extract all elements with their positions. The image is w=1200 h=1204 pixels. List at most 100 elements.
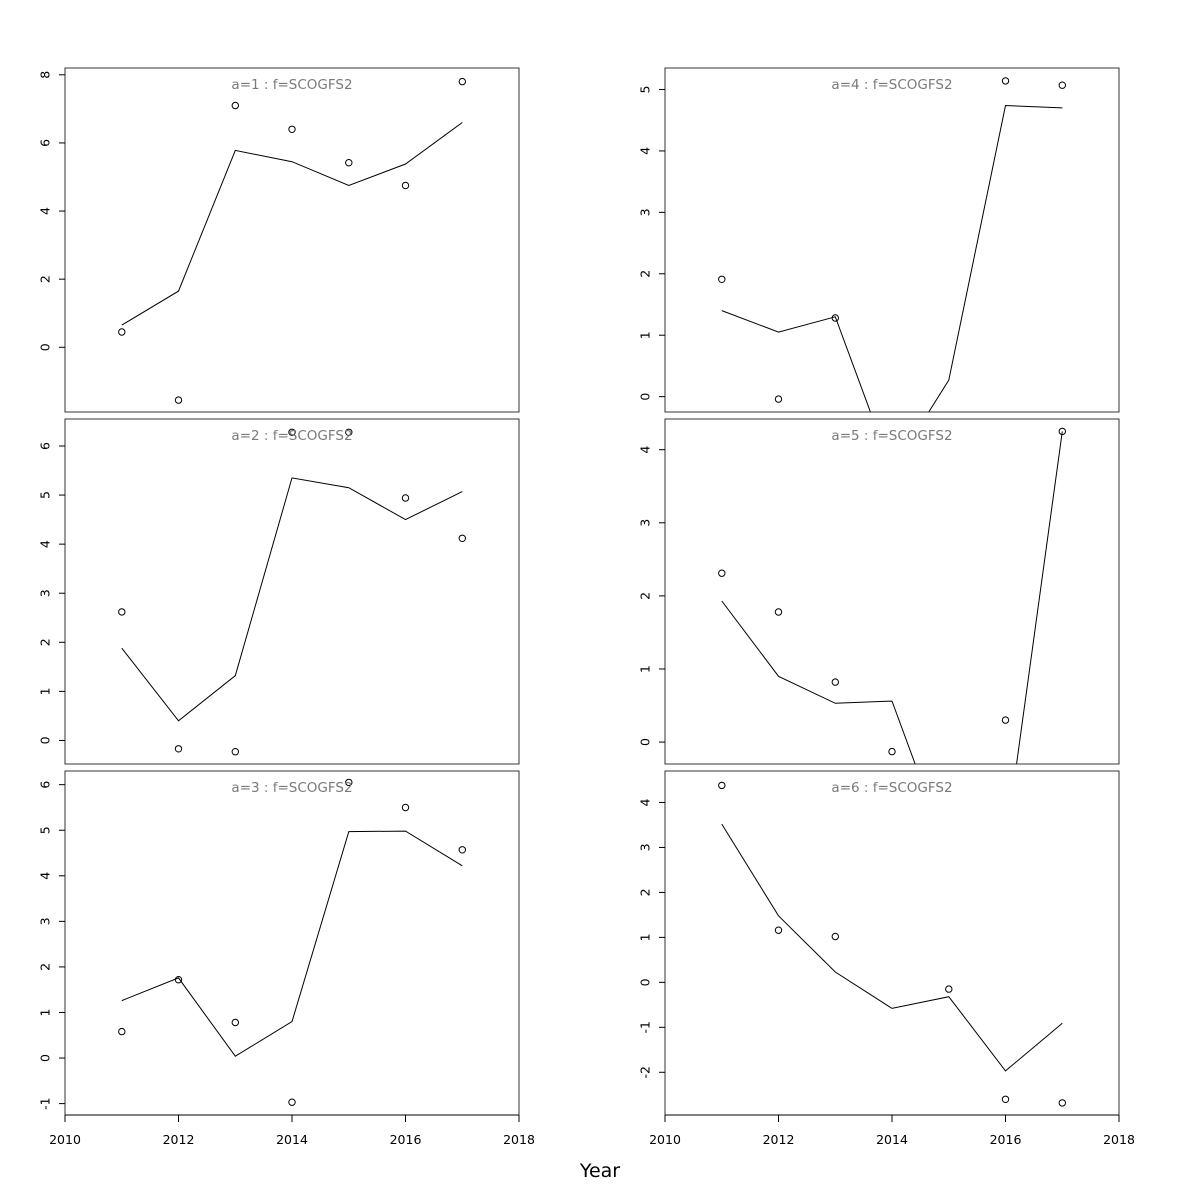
y-tick-label: 1 bbox=[638, 331, 653, 339]
x-tick-label: 2018 bbox=[1103, 1132, 1135, 1147]
x-tick-label: 2010 bbox=[49, 1132, 81, 1147]
y-tick-label: -1 bbox=[38, 1097, 53, 1109]
x-tick-label: 2014 bbox=[276, 1132, 308, 1147]
fitted-line bbox=[121, 122, 463, 326]
panel-a=5: a=5 : f=SCOGFS2 0 1 2 3 4 bbox=[638, 418, 1120, 765]
observed-point bbox=[1001, 716, 1010, 724]
y-tick-label: 2 bbox=[638, 592, 653, 600]
observed-point bbox=[401, 494, 410, 502]
fitted-line bbox=[721, 104, 1063, 412]
panel-frame bbox=[64, 770, 520, 1116]
y-tick-label: 5 bbox=[638, 86, 653, 94]
y-tick-label: 4 bbox=[38, 207, 53, 215]
y-tick-label: 2 bbox=[38, 638, 53, 646]
observed-point bbox=[458, 534, 466, 542]
observed-point bbox=[1058, 81, 1067, 89]
panel-frame bbox=[664, 418, 1120, 765]
panel-title: a=2 : f=SCOGFS2 bbox=[231, 428, 352, 444]
observed-point bbox=[718, 275, 726, 283]
panel-title: a=5 : f=SCOGFS2 bbox=[831, 428, 952, 444]
y-tick-label: 2 bbox=[38, 275, 53, 283]
y-tick-label: -1 bbox=[638, 1021, 653, 1033]
observed-point bbox=[774, 926, 783, 934]
y-tick-label: 3 bbox=[38, 589, 53, 597]
x-tick-label: 2014 bbox=[876, 1132, 908, 1147]
x-tick-label: 2018 bbox=[503, 1132, 535, 1147]
y-tick-label: 4 bbox=[38, 872, 53, 880]
y-tick-label: 0 bbox=[638, 978, 653, 986]
y-tick-label: 8 bbox=[38, 71, 53, 79]
y-tick-label: 4 bbox=[38, 540, 53, 548]
observed-point bbox=[1001, 77, 1010, 85]
y-tick-label: 3 bbox=[638, 208, 653, 216]
x-tick-label: 2010 bbox=[649, 1132, 681, 1147]
observed-point bbox=[288, 1098, 296, 1106]
fitted-line bbox=[721, 823, 1063, 1072]
observed-point bbox=[345, 428, 353, 436]
observed-point bbox=[888, 747, 896, 756]
y-tick-label: 5 bbox=[38, 491, 53, 499]
observed-point bbox=[174, 745, 183, 753]
observed-point bbox=[1058, 427, 1067, 436]
y-tick-label: 2 bbox=[638, 888, 653, 896]
observed-point bbox=[831, 678, 839, 686]
y-tick-label: 0 bbox=[38, 343, 53, 351]
x-axis-label: Year bbox=[579, 1160, 621, 1182]
y-tick-label: 2 bbox=[638, 270, 653, 278]
y-tick-label: 3 bbox=[638, 519, 653, 527]
y-tick-label: 3 bbox=[638, 843, 653, 851]
observed-point bbox=[174, 976, 183, 984]
observed-point bbox=[345, 159, 353, 167]
x-tick-label: 2012 bbox=[763, 1132, 795, 1147]
observed-point bbox=[774, 608, 783, 616]
panel-a=4: a=4 : f=SCOGFS2 0 1 2 3 4 5 bbox=[638, 67, 1120, 413]
panel-frame bbox=[664, 770, 1120, 1116]
y-tick-label: 0 bbox=[638, 393, 653, 401]
panel-title: a=1 : f=SCOGFS2 bbox=[231, 77, 352, 93]
observed-point bbox=[1001, 1095, 1010, 1104]
panel-a=2: a=2 : f=SCOGFS2 0 1 2 3 4 5 6 bbox=[38, 418, 520, 765]
x-tick-label: 2016 bbox=[990, 1132, 1022, 1147]
observed-point bbox=[345, 778, 353, 787]
y-tick-label: 6 bbox=[38, 139, 53, 147]
x-axis: 2010 2012 2014 2016 2018 bbox=[49, 1114, 535, 1147]
observed-point bbox=[774, 395, 783, 403]
panel-frame bbox=[64, 418, 520, 765]
observed-point bbox=[288, 125, 296, 134]
panel-a=6: a=6 : f=SCOGFS2 -2 -1 0 1 2 3 4 2010 2012 2014 2016… bbox=[638, 770, 1135, 1147]
panel-title: a=4 : f=SCOGFS2 bbox=[831, 77, 952, 93]
observed-point bbox=[401, 181, 410, 190]
panel-title: a=3 : f=SCOGFS2 bbox=[231, 780, 352, 796]
panel-frame bbox=[664, 67, 1120, 413]
x-tick-label: 2016 bbox=[390, 1132, 422, 1147]
y-tick-label: 4 bbox=[638, 147, 653, 155]
fitted-line bbox=[721, 431, 1063, 764]
observed-point bbox=[401, 803, 410, 812]
observed-point bbox=[718, 781, 726, 790]
observed-point bbox=[231, 1018, 240, 1027]
y-tick-label: 3 bbox=[38, 917, 53, 925]
y-tick-label: 1 bbox=[638, 665, 653, 673]
y-tick-label: 0 bbox=[38, 1054, 53, 1062]
y-tick-label: 6 bbox=[38, 781, 53, 789]
panel-a=1: a=1 : f=SCOGFS2 0 2 4 6 8 bbox=[38, 67, 520, 413]
y-tick-label: 0 bbox=[38, 736, 53, 744]
observed-point bbox=[945, 985, 953, 993]
observed-point bbox=[718, 569, 726, 577]
observed-point bbox=[458, 846, 466, 854]
observed-point bbox=[831, 314, 839, 322]
observed-point bbox=[174, 396, 183, 404]
y-tick-label: 2 bbox=[38, 963, 53, 971]
x-tick-label: 2012 bbox=[163, 1132, 195, 1147]
y-tick-label: 6 bbox=[38, 442, 53, 450]
y-tick-label: 1 bbox=[638, 933, 653, 941]
observed-point bbox=[231, 748, 240, 756]
y-tick-label: 4 bbox=[638, 446, 653, 454]
y-tick-label: 4 bbox=[638, 798, 653, 806]
observed-point bbox=[458, 77, 466, 86]
fitted-line bbox=[121, 477, 463, 722]
observed-point bbox=[118, 608, 126, 616]
y-tick-label: 1 bbox=[38, 1009, 53, 1017]
